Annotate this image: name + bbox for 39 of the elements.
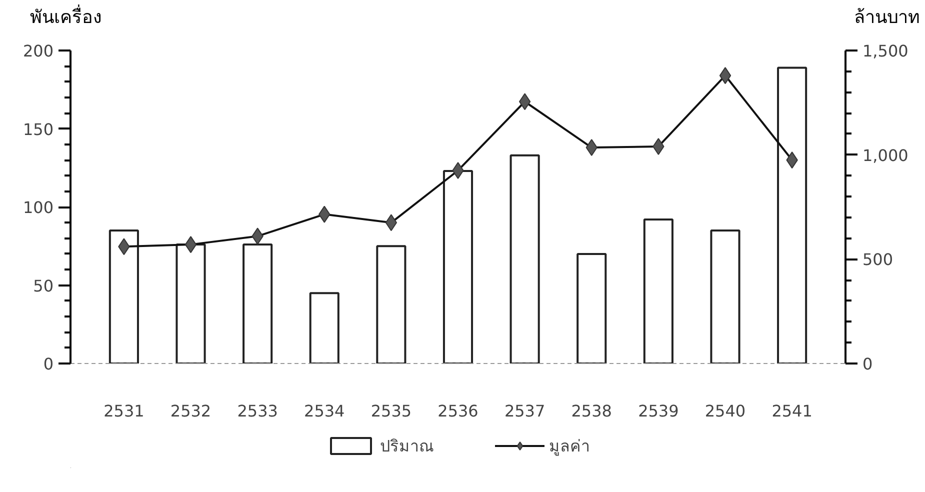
- x-tick-label: 2537: [504, 402, 546, 420]
- bar: [510, 154, 540, 364]
- x-tick-label: 2535: [370, 402, 412, 420]
- x-tick-label: 2532: [170, 402, 212, 420]
- bar: [108, 229, 139, 364]
- bar: [376, 245, 406, 364]
- y-tick-label: 100: [22, 198, 54, 217]
- y-tick-label: 50: [33, 276, 54, 296]
- bar: [442, 170, 474, 364]
- x-tick-label: 2540: [704, 402, 746, 420]
- point: [719, 67, 732, 84]
- y-tick-label: 200: [22, 42, 54, 60]
- bar: [309, 292, 340, 364]
- legend-label: มูลค่า: [549, 435, 590, 458]
- y-tick-label: 0: [43, 354, 54, 374]
- y-axis-title: พันเครื่อง: [30, 5, 102, 30]
- x-tick-label: 2541: [772, 402, 812, 420]
- y2-tick-label: 1,000: [862, 146, 908, 165]
- x-tick-label: 2536: [438, 402, 478, 420]
- x-tick-label: 2533: [237, 402, 278, 420]
- bar: [242, 244, 273, 364]
- bar: [176, 244, 206, 364]
- y2-tick-label: 1,500: [862, 42, 908, 60]
- bar: [643, 218, 674, 364]
- y-tick-label: 150: [22, 120, 54, 139]
- legend-label: ปริมาณ: [380, 435, 434, 457]
- point: [518, 93, 531, 110]
- y2-tick-label: 500: [862, 250, 894, 270]
- x-tick-label: 2531: [104, 402, 144, 420]
- y2-axis-title: ล้านบาท: [854, 6, 920, 30]
- y2-tick-label: 0: [862, 354, 873, 374]
- bar: [710, 229, 740, 364]
- bar: [576, 252, 607, 364]
- x-tick-label: 2538: [571, 402, 612, 420]
- point: [385, 214, 398, 232]
- x-tick-label: 2534: [304, 402, 345, 420]
- point: [184, 236, 197, 254]
- x-tick-label: 2539: [638, 402, 679, 420]
- bar: [777, 66, 808, 364]
